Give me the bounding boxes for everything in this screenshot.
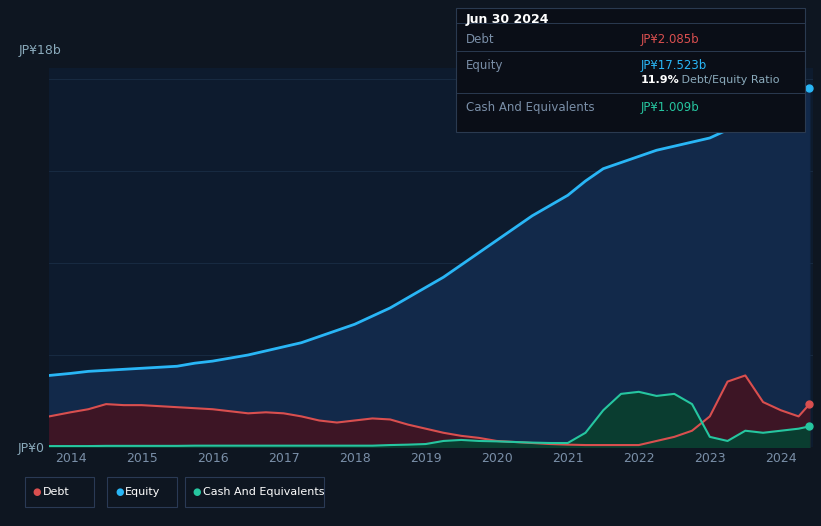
Text: JP¥1.009b: JP¥1.009b (640, 101, 699, 114)
Text: Debt: Debt (466, 33, 494, 46)
Text: ●: ● (115, 487, 123, 497)
Text: JP¥17.523b: JP¥17.523b (640, 59, 707, 72)
Text: Jun 30 2024: Jun 30 2024 (466, 13, 549, 26)
Text: ●: ● (193, 487, 201, 497)
Text: JP¥18b: JP¥18b (19, 44, 62, 57)
Text: JP¥2.085b: JP¥2.085b (640, 33, 699, 46)
Text: Equity: Equity (125, 487, 160, 497)
Text: Debt: Debt (43, 487, 70, 497)
Text: ●: ● (33, 487, 41, 497)
Text: Equity: Equity (466, 59, 503, 72)
Text: 11.9%: 11.9% (640, 75, 679, 85)
Text: Debt/Equity Ratio: Debt/Equity Ratio (677, 75, 779, 85)
Text: Cash And Equivalents: Cash And Equivalents (203, 487, 324, 497)
Text: Cash And Equivalents: Cash And Equivalents (466, 101, 594, 114)
